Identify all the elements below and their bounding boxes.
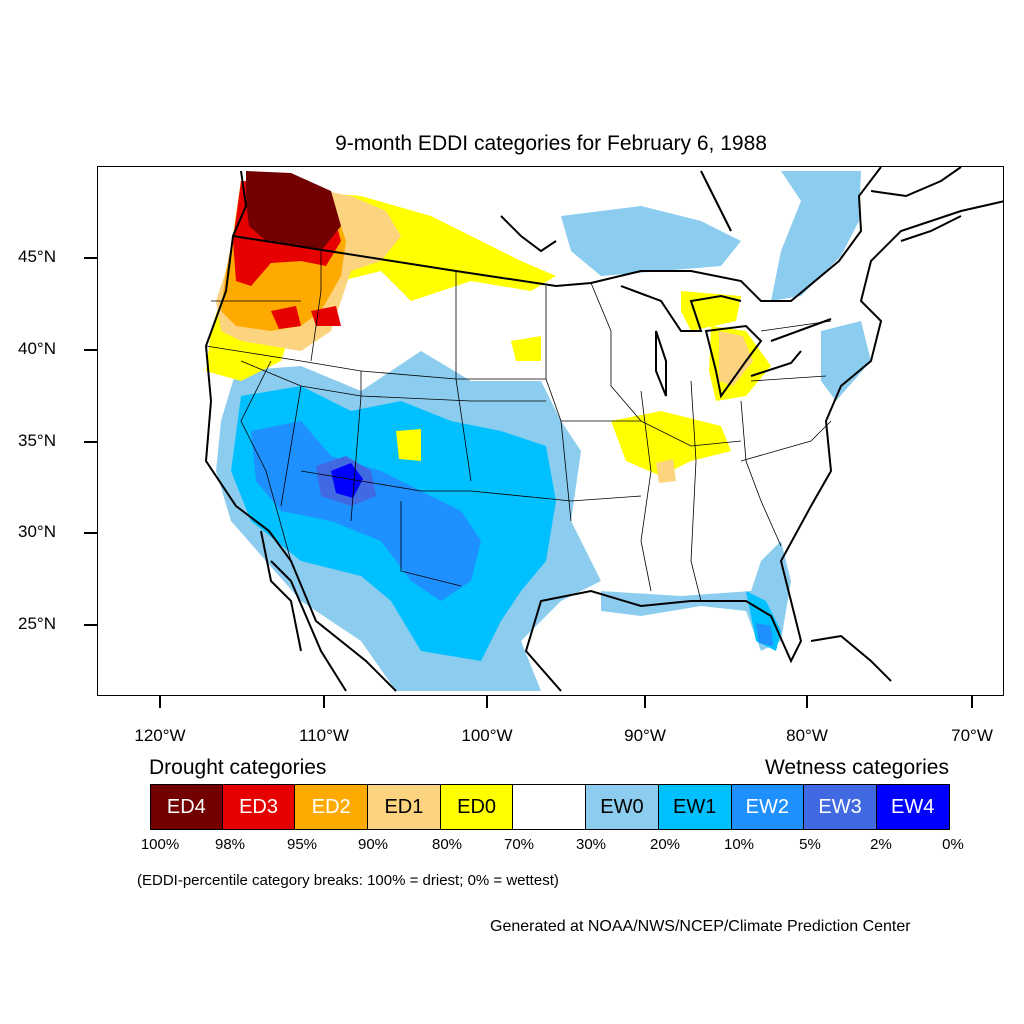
drought-heading: Drought categories xyxy=(149,756,327,779)
legend-box-ed3: ED3 xyxy=(222,784,296,830)
lat-tick xyxy=(84,532,97,534)
ed3-oregon-spots xyxy=(271,306,341,329)
ew0-northeast-region xyxy=(771,171,861,301)
lat-tick xyxy=(84,257,97,259)
lon-label-70: 70°W xyxy=(951,726,993,745)
eddi-map xyxy=(204,167,1003,692)
lon-label-90: 90°W xyxy=(624,726,666,745)
lat-tick xyxy=(84,441,97,443)
legend-break: 90% xyxy=(357,836,389,853)
legend-box-ed2: ED2 xyxy=(295,784,369,830)
ed0-dakotas-spot xyxy=(511,336,541,361)
breaks-note: (EDDI-percentile category breaks: 100% =… xyxy=(137,872,559,889)
legend-box-ew0: EW0 xyxy=(586,784,659,830)
legend-break: 10% xyxy=(723,836,755,853)
lat-label-40: 40°N xyxy=(18,339,56,358)
ed1-midwest-spot xyxy=(656,459,676,483)
lat-label-30: 30°N xyxy=(18,522,56,541)
ew0-east-coast xyxy=(821,321,871,401)
ed1-michigan xyxy=(719,331,753,386)
legend-break: 95% xyxy=(286,836,318,853)
ew0-northern-region xyxy=(561,206,741,276)
map-title: 9-month EDDI categories for February 6, … xyxy=(335,132,767,155)
legend-break: 70% xyxy=(503,836,535,853)
map-panel xyxy=(97,166,1004,696)
legend-box-ed1: ED1 xyxy=(368,784,441,830)
lon-tick xyxy=(323,696,325,708)
lat-label-25: 25°N xyxy=(18,614,56,633)
legend-box-ew2: EW2 xyxy=(731,784,805,830)
lon-label-110: 110°W xyxy=(299,726,349,745)
lat-tick xyxy=(84,349,97,351)
wetness-heading: Wetness categories xyxy=(764,756,949,779)
lon-tick xyxy=(806,696,808,708)
legend-box-ew1: EW1 xyxy=(658,784,732,830)
ew2-florida-spot xyxy=(756,623,773,646)
lon-tick xyxy=(971,696,973,708)
legend-break: 2% xyxy=(870,836,892,853)
legend-break: 0% xyxy=(942,836,964,853)
lat-label-45: 45°N xyxy=(18,247,56,266)
legend-bar: ED4 ED3 ED2 ED1 ED0 EW0 EW1 EW2 EW3 EW4 xyxy=(150,784,950,830)
legend-box-ed4: ED4 xyxy=(150,784,223,830)
ed0-midwest xyxy=(611,411,731,476)
legend-break: 5% xyxy=(799,836,821,853)
legend-break: 20% xyxy=(649,836,681,853)
legend-break: 80% xyxy=(431,836,463,853)
legend-break: 98% xyxy=(214,836,246,853)
ew0-gulf-coast xyxy=(601,541,791,651)
legend-box-ew4: EW4 xyxy=(876,784,950,830)
ew2-core-region xyxy=(251,421,481,601)
ed0-colorado-spot xyxy=(396,429,421,461)
lon-tick xyxy=(644,696,646,708)
legend-box-ew3: EW3 xyxy=(804,784,877,830)
lon-label-80: 80°W xyxy=(786,726,828,745)
lat-tick xyxy=(84,624,97,626)
credit-text: Generated at NOAA/NWS/NCEP/Climate Predi… xyxy=(490,918,911,935)
lon-label-120: 120°W xyxy=(134,726,186,745)
coastlines xyxy=(204,167,1003,692)
lon-label-100: 100°W xyxy=(461,726,513,745)
ed4-northwest xyxy=(246,171,341,251)
legend-break: 100% xyxy=(140,836,180,853)
lat-label-35: 35°N xyxy=(18,431,56,450)
legend-box-ed0: ED0 xyxy=(440,784,514,830)
lon-tick xyxy=(159,696,161,708)
legend-break: 30% xyxy=(575,836,607,853)
lon-tick xyxy=(486,696,488,708)
legend-box-neutral xyxy=(513,784,587,830)
